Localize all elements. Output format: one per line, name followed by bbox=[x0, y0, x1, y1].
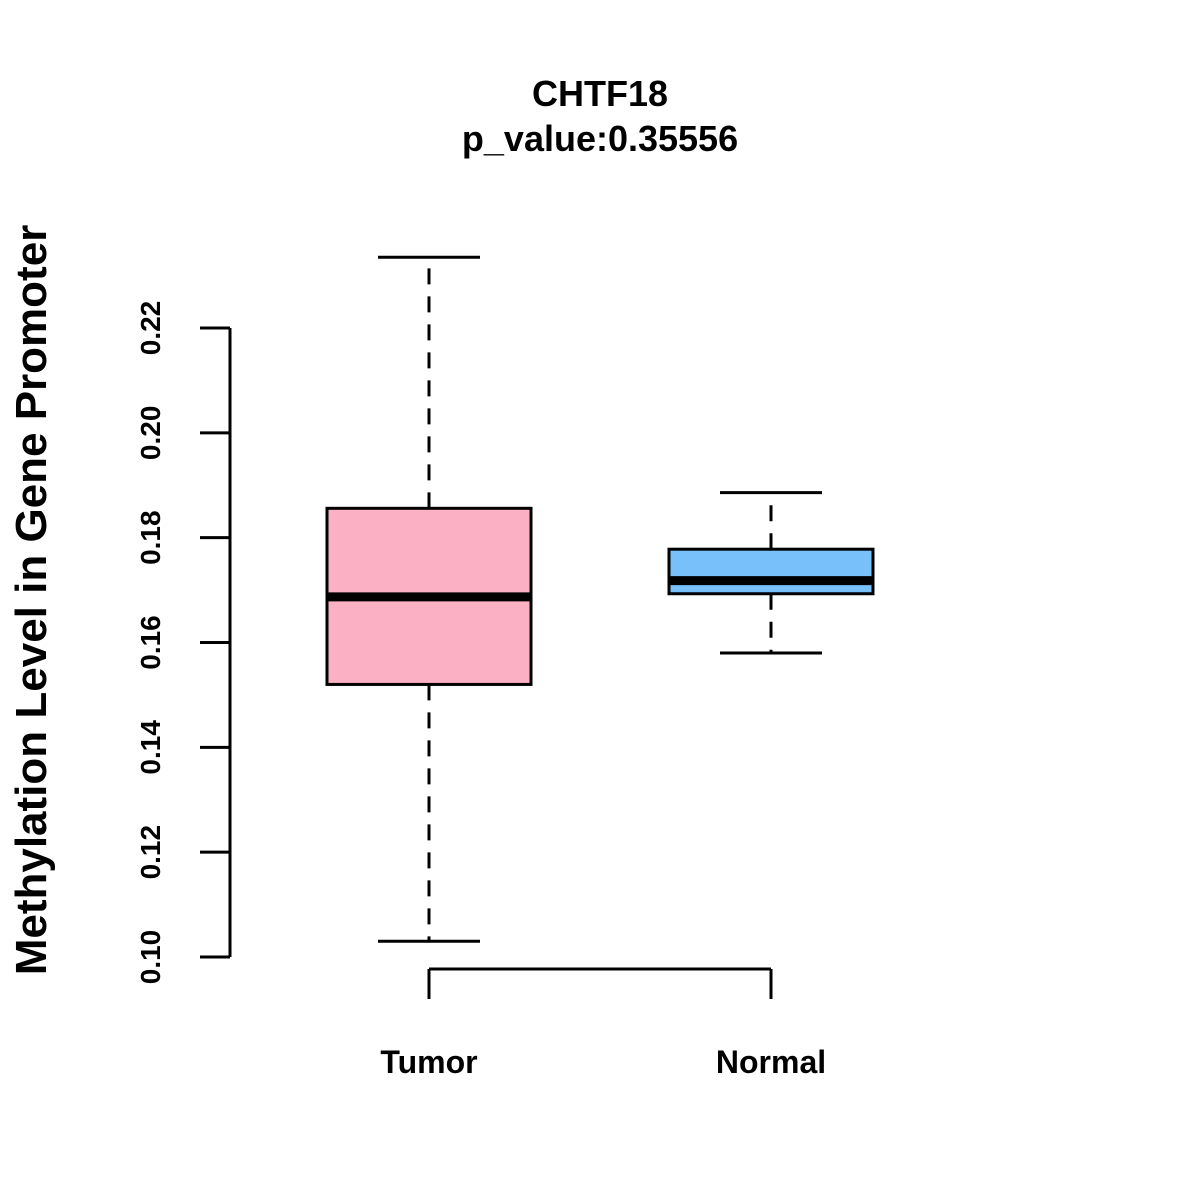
y-tick-label: 0.20 bbox=[135, 406, 166, 461]
x-tick-label: Normal bbox=[716, 1044, 826, 1080]
boxes bbox=[325, 255, 875, 943]
iqr-box bbox=[667, 547, 875, 596]
y-axis: 0.10 0.12 0.14 0.16 0.18 0.20 0.22 bbox=[135, 301, 232, 985]
chart-subtitle: p_value:0.35556 bbox=[462, 118, 738, 159]
box-normal bbox=[667, 491, 875, 655]
y-tick-label: 0.12 bbox=[135, 825, 166, 880]
y-tick-label: 0.16 bbox=[135, 615, 166, 670]
x-axis: Tumor Normal bbox=[380, 967, 826, 1080]
y-tick-label: 0.18 bbox=[135, 510, 166, 565]
y-tick-label: 0.14 bbox=[135, 720, 166, 775]
chart-title: CHTF18 bbox=[532, 73, 668, 114]
y-tick-label: 0.22 bbox=[135, 301, 166, 356]
y-axis-label: Methylation Level in Gene Promoter bbox=[7, 225, 56, 976]
x-tick-label: Tumor bbox=[380, 1044, 477, 1080]
y-tick-label: 0.10 bbox=[135, 930, 166, 985]
box-tumor bbox=[325, 255, 533, 943]
